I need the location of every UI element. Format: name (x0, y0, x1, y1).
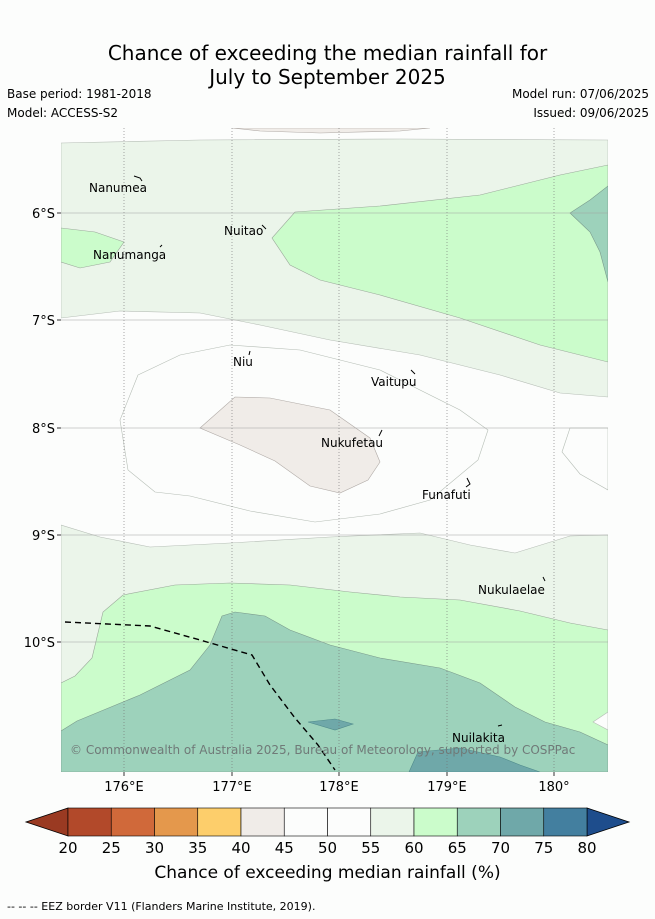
colorbar-tick-label: 20 (58, 839, 77, 857)
colorbar-swatch (67, 807, 112, 837)
place-label: Funafuti (422, 488, 471, 502)
base-period: Base period: 1981-2018 (7, 87, 152, 101)
x-tick-label: 179°E (427, 780, 467, 795)
rainfall-map: Nanumea Nuitao Nanumanga Niu Vaitupu Nuk… (24, 128, 631, 857)
colorbar-swatch (543, 807, 588, 837)
x-tick-label: 178°E (319, 780, 359, 795)
colorbar-tick-label: 35 (188, 839, 207, 857)
colorbar-tick-label: 30 (145, 839, 164, 857)
colorbar-under-arrow (24, 807, 69, 837)
place-label: Nuilakita (452, 731, 505, 745)
colorbar-swatch (413, 807, 458, 837)
y-tick-label: 7°S (32, 314, 55, 329)
colorbar-swatch (197, 807, 242, 837)
colorbar-swatch (327, 807, 372, 837)
colorbar-tick-label: 40 (231, 839, 250, 857)
colorbar-swatch (283, 807, 328, 837)
colorbar-swatch (370, 807, 415, 837)
gridlines (61, 128, 608, 772)
map-title-line2: July to September 2025 (209, 65, 446, 89)
eez-footnote: -- -- -- EEZ border V11 (Flanders Marine… (7, 900, 316, 913)
y-tick-label: 10°S (24, 636, 55, 651)
issued-date: Issued: 09/06/2025 (533, 106, 649, 120)
colorbar-tick-label: 50 (318, 839, 337, 857)
colorbar-swatch (110, 807, 155, 837)
colorbar-title: Chance of exceeding median rainfall (%) (154, 863, 501, 883)
axis-ticks (57, 212, 555, 776)
y-tick-label: 9°S (32, 529, 55, 544)
colorbar-tick-label: 70 (491, 839, 510, 857)
model-run: Model run: 07/06/2025 (511, 87, 649, 101)
place-label: Nukulaelae (478, 583, 545, 597)
colorbar-tick-label: 65 (448, 839, 467, 857)
copyright-watermark: © Commonwealth of Australia 2025, Bureau… (70, 743, 575, 757)
place-label: Nanumanga (93, 248, 166, 262)
colorbar-tick-label: 75 (534, 839, 553, 857)
colorbar-swatch (154, 807, 199, 837)
colorbar-tick-label: 45 (275, 839, 294, 857)
colorbar-swatch (456, 807, 501, 837)
eez-border-line (64, 621, 336, 771)
colorbar-swatch (500, 807, 545, 837)
map-title-line1: Chance of exceeding the median rainfall … (107, 41, 548, 65)
colorbar-tick-label: 25 (102, 839, 121, 857)
model-name: Model: ACCESS-S2 (7, 106, 119, 120)
colorbar-over-arrow (586, 807, 631, 837)
colorbar: 20 25 30 35 40 45 50 55 60 65 70 75 80 (24, 807, 631, 857)
place-label: Niu (233, 355, 253, 369)
colorbar-tick-label: 80 (577, 839, 596, 857)
y-tick-label: 6°S (32, 207, 55, 222)
colorbar-tick-label: 60 (404, 839, 423, 857)
place-label: Nuitao (224, 224, 263, 238)
place-label: Nukufetau (321, 436, 383, 450)
colorbar-tick-label: 55 (361, 839, 380, 857)
x-tick-label: 177°E (212, 780, 252, 795)
place-label: Vaitupu (371, 375, 417, 389)
island-marks (133, 175, 546, 727)
place-label: Nanumea (89, 181, 147, 195)
contour-fills (61, 128, 608, 772)
colorbar-swatch (240, 807, 285, 837)
x-tick-label: 176°E (104, 780, 144, 795)
place-labels: Nanumea Nuitao Nanumanga Niu Vaitupu Nuk… (89, 181, 545, 745)
y-tick-label: 8°S (32, 422, 55, 437)
x-tick-label: 180° (538, 780, 569, 795)
